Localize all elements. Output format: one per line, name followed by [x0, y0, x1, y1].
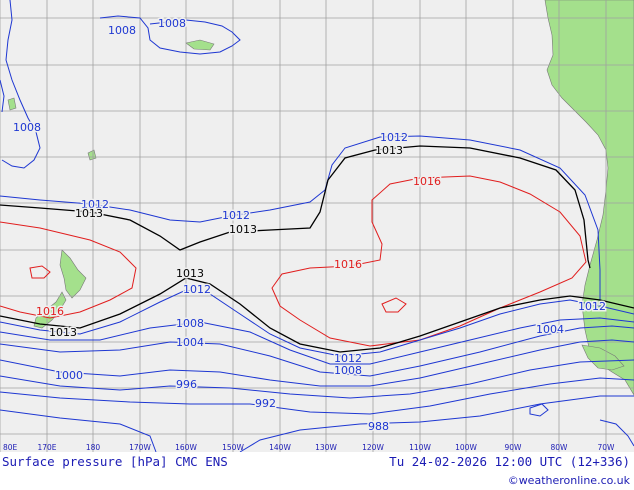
- isobar-1013: [0, 277, 634, 353]
- isobar-label: 1012: [222, 209, 250, 222]
- longitude-label: 180: [86, 443, 101, 452]
- isobar-label: 1013: [49, 326, 77, 339]
- isobar-1013: [0, 145, 591, 269]
- isobar-label: 992: [255, 397, 276, 410]
- isobar-1016: [381, 297, 407, 313]
- isobar-label: 1012: [183, 283, 211, 296]
- isobar-label: 1013: [375, 144, 403, 157]
- longitude-label: 160W: [175, 443, 197, 452]
- graticule: [0, 0, 634, 452]
- isobar-988: [239, 395, 634, 453]
- isobar-label: 1013: [75, 207, 103, 220]
- isobar-1016: [271, 175, 587, 347]
- isobar-992: [0, 377, 634, 415]
- isobar-988: [599, 419, 634, 447]
- isobar-996: [0, 359, 634, 399]
- isobar-label: 1008: [176, 317, 204, 330]
- isobar-label: 1013: [229, 223, 257, 236]
- longitude-label: 80W: [551, 443, 569, 452]
- isobar-label: 1016: [413, 175, 441, 188]
- isobar-1012: [0, 289, 634, 357]
- isobar-1012: [0, 135, 601, 300]
- island-small: [7, 97, 17, 111]
- isobar-label: 1012: [380, 131, 408, 144]
- longitude-label: 120W: [362, 443, 384, 452]
- isobar-988: [0, 409, 157, 453]
- isobar-label: 1016: [36, 305, 64, 318]
- isobar-label: 1016: [334, 258, 362, 271]
- isobar-label: 1008: [108, 24, 136, 37]
- product-title: Surface pressure [hPa] CMC ENS: [2, 454, 228, 469]
- isobar-label: 1004: [176, 336, 204, 349]
- isobar-label: 988: [368, 420, 389, 433]
- isobar-label: 1004: [536, 323, 564, 336]
- credit-link[interactable]: ©weatheronline.co.uk: [507, 474, 630, 487]
- isobar-label: 1012: [81, 198, 109, 211]
- isobar-1004: [0, 325, 634, 377]
- isobar-988: [529, 403, 549, 417]
- longitude-label: 110W: [409, 443, 431, 452]
- valid-time: Tu 24-02-2026 12:00 UTC (12+336): [389, 454, 630, 469]
- longitude-label: 140W: [269, 443, 291, 452]
- isobar-label: 1012: [578, 300, 606, 313]
- longitude-label: 170W: [129, 443, 151, 452]
- longitude-label: 150W: [222, 443, 244, 452]
- new-zealand-south-island: [33, 291, 67, 329]
- longitude-label: 70W: [598, 443, 616, 452]
- longitude-labels: 80E 170E 180 170W 160W 150W 140W 130W 120W 110W 10…: [3, 443, 615, 452]
- footer-band: [0, 452, 634, 490]
- isobar-1008: [1, 0, 41, 169]
- longitude-label: 100W: [455, 443, 477, 452]
- isobar-1008: [0, 79, 5, 113]
- isobar-labels: 1008100810081012101310161012101310121013…: [12, 15, 608, 434]
- longitude-label: 90W: [505, 443, 523, 452]
- isobar-label: 1008: [158, 17, 186, 30]
- isobar-1000: [0, 339, 634, 387]
- island-group: [185, 39, 215, 51]
- longitude-label: 80E: [3, 443, 18, 452]
- isobar-1008: [99, 15, 241, 55]
- isobar-label: 1008: [334, 364, 362, 377]
- tierra-del-fuego-land: [581, 344, 625, 371]
- isobar-label: 1012: [334, 352, 362, 365]
- isobar-label: 1013: [176, 267, 204, 280]
- isobar-label: 1008: [13, 121, 41, 134]
- ocean-background: [0, 0, 634, 452]
- isobar-1016: [29, 265, 51, 279]
- isobar-1008: [0, 317, 634, 365]
- longitude-label: 130W: [315, 443, 337, 452]
- isobar-lines: [0, 0, 634, 453]
- island-small: [87, 149, 97, 161]
- new-zealand-north-island: [59, 249, 87, 299]
- longitude-label: 170E: [37, 443, 56, 452]
- isobar-1016: [0, 221, 137, 319]
- isobar-label: 1000: [55, 369, 83, 382]
- isobar-label: 996: [176, 378, 197, 391]
